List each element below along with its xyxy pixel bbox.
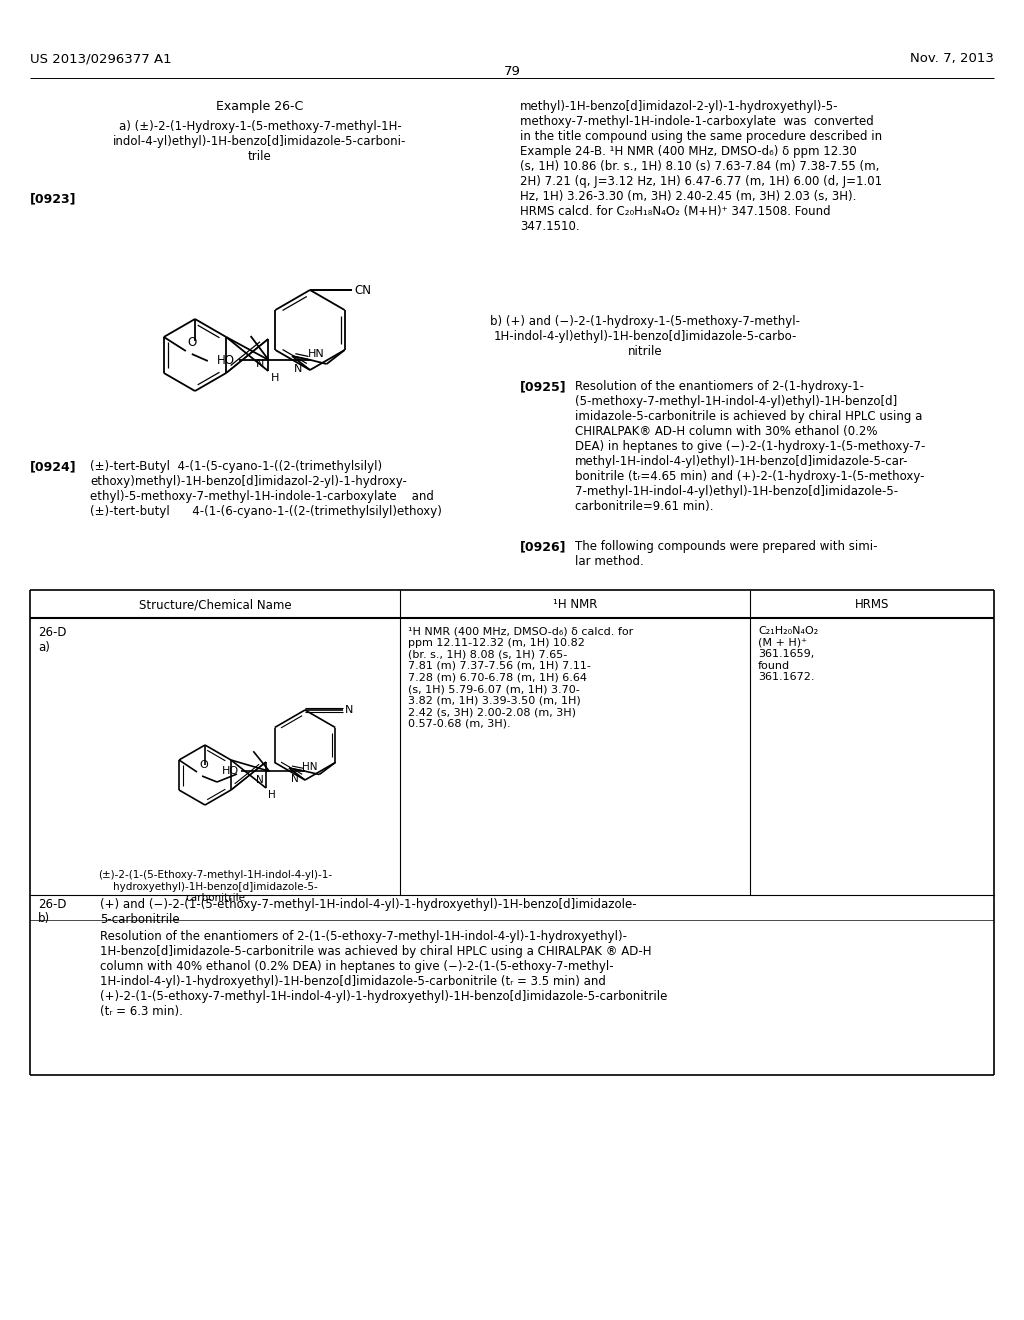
Text: C₂₁H₂₀N₄O₂
(M + H)⁺
361.1659,
found
361.1672.: C₂₁H₂₀N₄O₂ (M + H)⁺ 361.1659, found 361.… (758, 626, 818, 682)
Text: HRMS: HRMS (855, 598, 889, 611)
Text: ¹H NMR: ¹H NMR (553, 598, 597, 611)
Text: Nov. 7, 2013: Nov. 7, 2013 (910, 51, 994, 65)
Text: b) (+) and (−)-2-(1-hydroxy-1-(5-methoxy-7-methyl-
1H-indol-4-yl)ethyl)-1H-benzo: b) (+) and (−)-2-(1-hydroxy-1-(5-methoxy… (490, 315, 800, 358)
Text: [0925]: [0925] (520, 380, 566, 393)
Text: (±)-tert-Butyl  4-(1-(5-cyano-1-((2-(trimethylsilyl)
ethoxy)methyl)-1H-benzo[d]i: (±)-tert-Butyl 4-(1-(5-cyano-1-((2-(trim… (90, 459, 442, 517)
Text: 5-carbonitrile: 5-carbonitrile (100, 913, 179, 927)
Text: (±)-2-(1-(5-Ethoxy-7-methyl-1H-indol-4-yl)-1-
hydroxyethyl)-1H-benzo[d]imidazole: (±)-2-(1-(5-Ethoxy-7-methyl-1H-indol-4-y… (98, 870, 332, 903)
Text: 26-D
a): 26-D a) (38, 626, 67, 653)
Text: methyl)-1H-benzo[d]imidazol-2-yl)-1-hydroxyethyl)-5-
methoxy-7-methyl-1H-indole-: methyl)-1H-benzo[d]imidazol-2-yl)-1-hydr… (520, 100, 882, 234)
Text: Example 26-C: Example 26-C (216, 100, 304, 114)
Text: The following compounds were prepared with simi-
lar method.: The following compounds were prepared wi… (575, 540, 878, 568)
Text: N: N (345, 705, 353, 715)
Text: US 2013/0296377 A1: US 2013/0296377 A1 (30, 51, 172, 65)
Text: HO: HO (222, 766, 240, 776)
Text: [0924]: [0924] (30, 459, 77, 473)
Text: Resolution of the enantiomers of 2-(1-(5-ethoxy-7-methyl-1H-indol-4-yl)-1-hydrox: Resolution of the enantiomers of 2-(1-(5… (100, 931, 668, 1018)
Text: N: N (256, 359, 264, 370)
Text: O: O (187, 337, 197, 348)
Text: N: N (256, 775, 264, 785)
Text: O: O (199, 760, 208, 770)
Text: ¹H NMR (400 MHz, DMSO-d₆) δ calcd. for
ppm 12.11-12.32 (m, 1H) 10.82
(br. s., 1H: ¹H NMR (400 MHz, DMSO-d₆) δ calcd. for p… (408, 626, 633, 729)
Text: Structure/Chemical Name: Structure/Chemical Name (138, 598, 291, 611)
Text: [0926]: [0926] (520, 540, 566, 553)
Text: (+) and (−)-2-(1-(5-ethoxy-7-methyl-1H-indol-4-yl)-1-hydroxyethyl)-1H-benzo[d]im: (+) and (−)-2-(1-(5-ethoxy-7-methyl-1H-i… (100, 898, 637, 911)
Text: N: N (294, 364, 302, 374)
Text: a) (±)-2-(1-Hydroxy-1-(5-methoxy-7-methyl-1H-
indol-4-yl)ethyl)-1H-benzo[d]imida: a) (±)-2-(1-Hydroxy-1-(5-methoxy-7-methy… (114, 120, 407, 162)
Text: CN: CN (354, 284, 371, 297)
Text: b): b) (38, 912, 50, 925)
Text: [0923]: [0923] (30, 191, 77, 205)
Text: HN: HN (308, 348, 325, 359)
Text: HO: HO (217, 354, 234, 367)
Text: H: H (271, 374, 280, 383)
Text: 26-D: 26-D (38, 898, 67, 911)
Text: HN: HN (302, 762, 317, 771)
Text: 79: 79 (504, 65, 520, 78)
Text: Resolution of the enantiomers of 2-(1-hydroxy-1-
(5-methoxy-7-methyl-1H-indol-4-: Resolution of the enantiomers of 2-(1-hy… (575, 380, 926, 513)
Text: N: N (291, 774, 299, 784)
Text: H: H (268, 789, 275, 800)
